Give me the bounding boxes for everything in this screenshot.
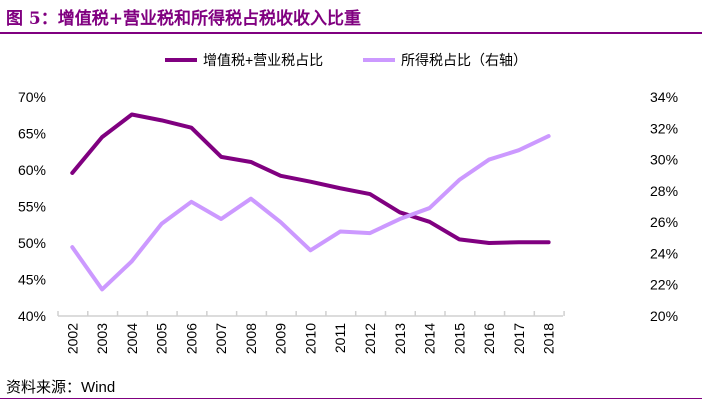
bottom-divider (0, 398, 702, 399)
figure-title: 图 5：增值税+营业税和所得税占税收收入比重 (6, 9, 361, 29)
x-tick-label: 2015 (451, 323, 467, 354)
y-left-tick-label: 55% (18, 199, 46, 215)
x-tick-label: 2007 (213, 323, 229, 354)
title-divider (0, 32, 702, 34)
y-left-tick-label: 70% (18, 89, 46, 105)
x-tick-label: 2012 (362, 323, 378, 354)
y-right-tick-label: 22% (650, 277, 678, 293)
y-right-tick-label: 26% (650, 214, 678, 230)
x-tick-label: 2009 (273, 323, 289, 354)
x-tick-label: 2011 (332, 323, 348, 353)
y-right-tick-label: 34% (650, 89, 678, 105)
y-left-tick-label: 40% (18, 308, 46, 324)
legend-label: 所得税占比（右轴） (401, 52, 527, 68)
y-left-tick-label: 60% (18, 162, 46, 178)
x-tick-label: 2017 (511, 323, 527, 354)
x-tick-label: 2003 (94, 323, 110, 354)
y-left-tick-label: 45% (18, 272, 46, 288)
x-tick-label: 2013 (392, 323, 408, 354)
legend-label: 增值税+营业税占比 (203, 52, 323, 68)
x-tick-label: 2016 (481, 323, 497, 354)
y-right-tick-label: 24% (650, 245, 678, 261)
x-tick-label: 2018 (541, 323, 557, 354)
x-tick-label: 2004 (124, 323, 140, 354)
y-left-tick-label: 50% (18, 235, 46, 251)
x-tick-label: 2002 (64, 323, 80, 354)
y-left-tick-label: 65% (18, 126, 46, 142)
y-right-tick-label: 20% (650, 308, 678, 324)
source-note: 资料来源：Wind (6, 379, 116, 396)
x-tick-label: 2006 (183, 323, 199, 354)
y-right-tick-label: 32% (650, 120, 678, 136)
y-right-tick-label: 28% (650, 183, 678, 199)
x-tick-label: 2010 (302, 323, 318, 354)
y-right-tick-label: 30% (650, 152, 678, 168)
x-tick-label: 2014 (422, 323, 438, 354)
series-line-1 (70, 112, 551, 245)
x-tick-label: 2008 (243, 323, 259, 354)
x-tick-label: 2005 (154, 323, 170, 354)
series-line-2 (70, 134, 551, 292)
